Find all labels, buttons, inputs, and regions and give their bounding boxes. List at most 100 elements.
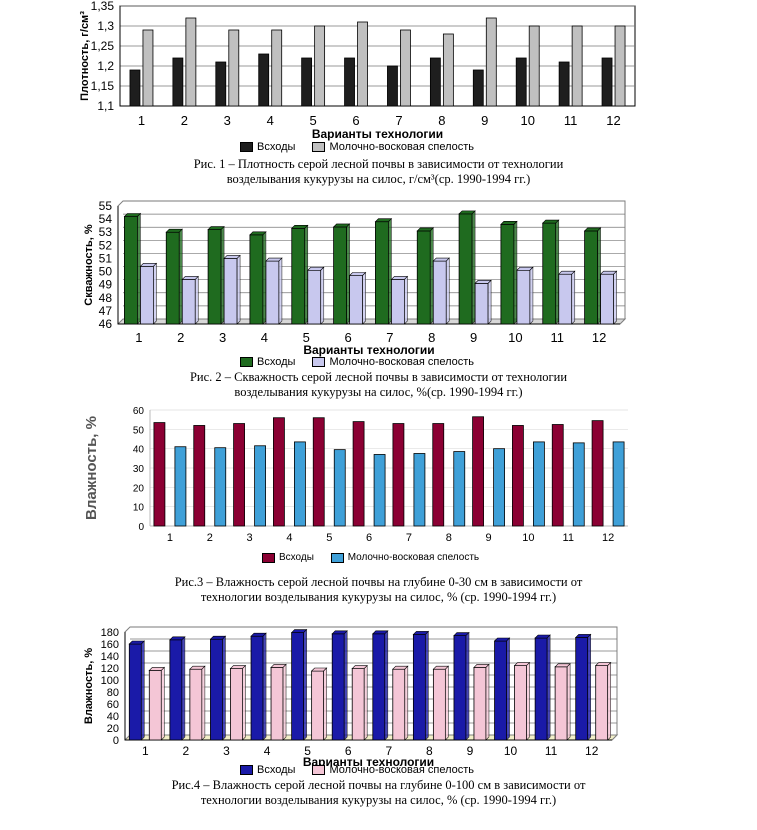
bar-side-face (404, 275, 408, 325)
y-tick-label: 100 (101, 675, 119, 687)
x-tick-label: 3 (223, 744, 230, 758)
x-tick-label: 1 (135, 330, 142, 345)
x-tick-label: 4 (286, 532, 292, 544)
legend-item: Молочно-восковая спелость (312, 764, 474, 776)
x-tick-label: 5 (303, 330, 310, 345)
bar-side-face (304, 224, 309, 325)
bar-spelost-5 (333, 449, 346, 527)
bar-vskhody-5 (301, 57, 313, 107)
bar-side-face (555, 219, 560, 325)
x-tick-label: 9 (486, 532, 492, 544)
bar-spelost-6 (373, 454, 386, 527)
x-tick-label: 2 (207, 532, 213, 544)
legend-item: Молочно-восковая спелость (312, 356, 474, 368)
x-tick-label: 1 (138, 113, 145, 128)
bar-vskhody-10 (515, 57, 527, 107)
bar-spelost-4 (265, 260, 280, 325)
bar-side-face (303, 628, 307, 741)
bar-spelost-7 (391, 279, 405, 325)
bar-side-face (546, 634, 551, 741)
bar-side-face (262, 632, 267, 741)
x-axis-title: Варианты технологии (312, 127, 443, 141)
bar-vskhody-6 (352, 421, 365, 527)
bar-spelost-7 (413, 453, 426, 527)
bar-side-face (140, 640, 145, 741)
legend-label: Всходы (279, 552, 314, 563)
bar-side-face (362, 271, 366, 325)
y-tick-label: 52 (99, 238, 113, 252)
bar-side-face (513, 220, 518, 325)
legend-1: Всходы Молочно-восковая спелость (240, 141, 488, 155)
bar-side-face (242, 664, 246, 741)
legend-4: Всходы Молочно-восковая спелость (240, 764, 488, 778)
bar-vskhody-9 (458, 213, 473, 325)
y-tick-label: 180 (101, 627, 119, 639)
bar-vskhody-10 (512, 425, 524, 527)
bar-vskhody-3 (207, 229, 222, 325)
x-tick-label: 3 (247, 532, 253, 544)
caption-line: возделывания кукурузы на силос, %(ср. 19… (234, 385, 523, 399)
bar-spelost-8 (432, 260, 447, 325)
bar-spelost-9 (474, 282, 489, 325)
y-axis-title: Скважность, % (83, 224, 95, 306)
y-tick-label: 80 (107, 687, 119, 699)
bar-vskhody-8 (416, 230, 431, 325)
y-tick-label: 54 (99, 212, 113, 226)
bar-spelost-1 (140, 265, 154, 325)
x-tick-label: 3 (224, 113, 231, 128)
bar-spelost-6 (351, 668, 365, 741)
x-tick-label: 4 (261, 330, 268, 345)
bar-side-face (429, 227, 434, 325)
bar-spelost-12 (595, 665, 609, 741)
bar-side-face (384, 630, 389, 741)
x-tick-label: 8 (428, 330, 435, 345)
bar-spelost-11 (554, 666, 568, 741)
legend-label: Всходы (257, 356, 296, 368)
x-tick-label: 4 (264, 744, 271, 758)
figure-2: 46 47 48 49 50 51 52 53 54 55 1 2 3 4 5 6 7 8 9 10 11 12 Скваж… (0, 192, 757, 404)
bar-vskhody-9 (453, 635, 467, 741)
y-tick-label: 48 (99, 291, 113, 305)
caption-3: Рис.3 – Влажность серой лесной почвы на … (0, 575, 757, 605)
x-tick-label: 6 (345, 744, 352, 758)
bar-side-face (465, 631, 470, 741)
figure-3: 0 10 20 30 40 50 60 1 2 3 4 5 6 7 8 9 10 11 12 Влажность, %… (0, 404, 757, 614)
caption-line: Рис.4 – Влажность серой лесной почвы на … (171, 778, 586, 792)
bar-spelost-5 (307, 269, 322, 325)
legend-swatch (240, 357, 253, 367)
bar-vskhody-1 (124, 216, 138, 325)
bar-vskhody-3 (233, 423, 245, 527)
bar-spelost-8 (442, 33, 454, 107)
bar-side-face (587, 633, 592, 741)
bar-vskhody-8 (412, 633, 426, 741)
bar-vskhody-8 (429, 57, 441, 107)
x-tick-label: 9 (481, 113, 488, 128)
bar-spelost-8 (453, 451, 466, 527)
legend-label: Молочно-восковая спелость (329, 764, 475, 776)
bar-side-face (201, 665, 206, 741)
bar-spelost-12 (600, 273, 614, 325)
bar-side-face (363, 664, 368, 741)
bar-side-face (471, 210, 476, 325)
x-tick-label: 10 (522, 532, 534, 544)
caption-line: Рис.3 – Влажность серой лесной почвы на … (174, 575, 583, 589)
bar-vskhody-7 (392, 423, 405, 527)
bar-vskhody-5 (312, 417, 325, 527)
x-tick-label: 5 (304, 744, 311, 758)
bar-vskhody-5 (291, 227, 306, 325)
bar-side-face (320, 266, 325, 325)
bar-vskhody-4 (273, 417, 285, 527)
y-tick-label: 53 (99, 225, 113, 239)
y-tick-label: 49 (99, 278, 113, 292)
chart-density: 1,11,151,21,251,31,351 2 3 4 5 6 7 8 9 10 11 12Плот… (79, 0, 636, 141)
bar-side-face (571, 270, 576, 325)
legend-swatch (262, 552, 275, 563)
bar-vskhody-4 (249, 234, 264, 325)
bar-side-face (222, 635, 226, 741)
y-tick-label: 1,15 (91, 79, 115, 93)
x-tick-label: 5 (326, 532, 332, 544)
legend-swatch (240, 142, 253, 152)
x-tick-label: 10 (504, 744, 518, 758)
bar-spelost-9 (485, 17, 497, 107)
legend-2: Всходы Молочно-восковая спелость (240, 356, 488, 370)
